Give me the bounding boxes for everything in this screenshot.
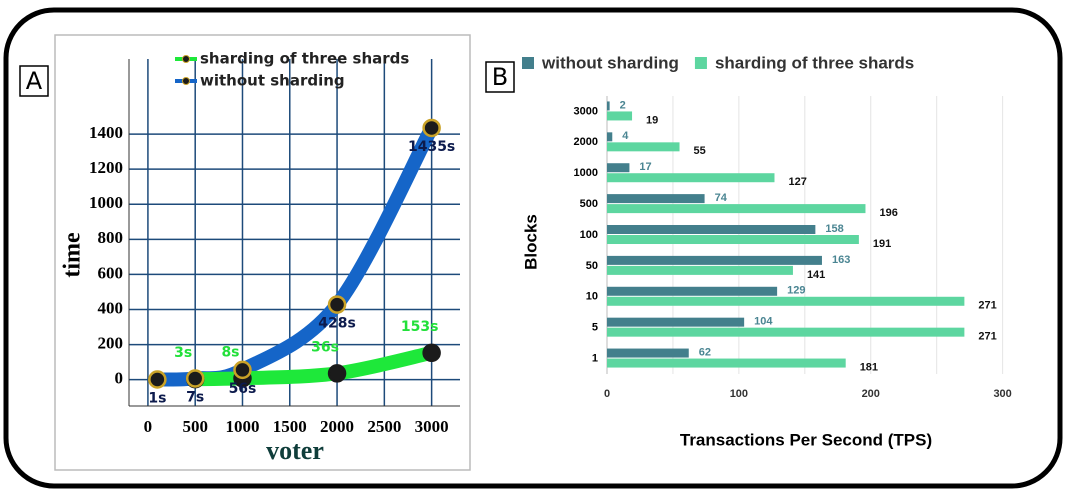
bar [607, 265, 793, 275]
bar [607, 225, 816, 234]
bar [607, 286, 778, 296]
bar [607, 194, 705, 204]
legend-swatch [522, 57, 534, 69]
bar [607, 296, 965, 306]
data-label: 141 [807, 269, 825, 281]
legend-swatch [182, 77, 190, 85]
x-tick-label: 2000 [320, 417, 354, 436]
data-label: 158 [825, 223, 843, 235]
y-tick-label: 10 [586, 291, 598, 303]
y-tick-label: 3000 [574, 105, 598, 117]
x-tick-label: 1000 [225, 417, 259, 436]
point [422, 343, 441, 363]
bar [607, 132, 613, 142]
x-tick-label: 200 [862, 388, 880, 400]
bar [607, 358, 846, 368]
bar [607, 255, 822, 265]
x-axis-label: Transactions Per Second (TPS) [680, 430, 932, 449]
x-tick-label: 100 [730, 388, 748, 400]
panel-tag: A [26, 67, 43, 95]
data-label: 127 [788, 176, 806, 188]
data-label: 56s [229, 381, 257, 397]
point [422, 118, 441, 138]
y-tick-label: 1000 [574, 167, 598, 179]
data-label: 181 [860, 361, 878, 373]
data-label: 17 [639, 161, 651, 173]
data-label: 74 [715, 192, 728, 204]
bar [607, 142, 680, 152]
x-tick-label: 300 [993, 388, 1011, 400]
bar [607, 235, 859, 244]
panel-tag: B [492, 63, 508, 91]
data-label: 2 [620, 99, 626, 111]
y-tick-label: 800 [98, 228, 124, 247]
y-tick-label: 5 [592, 322, 598, 334]
point [327, 364, 347, 383]
data-label: 1s [148, 391, 166, 407]
point [327, 295, 347, 314]
legend-label: sharding of three shards [715, 53, 914, 72]
bar [607, 173, 775, 183]
panel-tag-box [19, 65, 49, 97]
y-tick-label: 1 [592, 352, 598, 364]
data-label: 3s [174, 345, 192, 361]
legend-swatch [182, 55, 190, 63]
y-tick-label: 100 [580, 229, 598, 241]
legend-label: without sharding [200, 72, 345, 90]
y-tick-label: 1400 [89, 123, 123, 142]
y-axis-label: time [60, 232, 86, 278]
y-axis-label: Blocks [521, 214, 540, 270]
x-tick-label: 500 [182, 417, 208, 436]
data-label: 196 [879, 207, 897, 219]
point [148, 370, 167, 389]
y-tick-label: 400 [98, 298, 124, 317]
x-tick-label: 2500 [367, 417, 401, 436]
y-tick-label: 0 [115, 369, 124, 388]
y-tick-label: 600 [98, 263, 124, 282]
x-tick-label: 3000 [415, 417, 449, 436]
data-label: 191 [873, 238, 891, 250]
y-tick-label: 500 [580, 198, 598, 210]
bar [607, 327, 965, 337]
x-tick-label: 0 [144, 417, 153, 436]
data-label: 271 [978, 331, 996, 343]
y-tick-label: 1000 [89, 193, 123, 212]
x-axis-label: voter [266, 436, 324, 465]
data-label: 62 [699, 346, 711, 358]
data-label: 19 [646, 114, 658, 126]
bar [607, 317, 745, 327]
data-label: 36s [311, 339, 339, 355]
x-tick-label: 1500 [273, 417, 307, 436]
data-label: 271 [978, 300, 996, 312]
legend-swatch [694, 57, 707, 69]
data-label: 104 [754, 316, 773, 328]
bar [607, 111, 633, 121]
data-label: 7s [186, 389, 204, 405]
x-tick-label: 0 [604, 388, 610, 400]
panel-tag-box [485, 61, 515, 93]
data-label: 8s [221, 344, 239, 360]
data-label: 428s [318, 316, 356, 332]
bar [607, 101, 610, 111]
data-label: 4 [622, 130, 629, 142]
data-label: 153s [401, 319, 439, 335]
legend-label: sharding of three shards [200, 50, 409, 68]
y-tick-label: 1200 [89, 158, 123, 177]
data-label: 129 [787, 285, 805, 297]
panel-a [54, 34, 471, 471]
y-tick-label: 50 [586, 260, 598, 272]
bar [607, 163, 630, 173]
bar [607, 348, 689, 358]
point [233, 360, 252, 380]
line [188, 345, 439, 387]
y-tick-label: 2000 [574, 136, 598, 148]
point [185, 369, 205, 388]
data-label: 1435s [408, 139, 455, 155]
data-label: 163 [832, 254, 850, 266]
y-tick-label: 200 [98, 334, 124, 353]
bar [607, 204, 866, 214]
legend-label: without sharding [541, 53, 679, 72]
data-label: 55 [694, 145, 706, 157]
